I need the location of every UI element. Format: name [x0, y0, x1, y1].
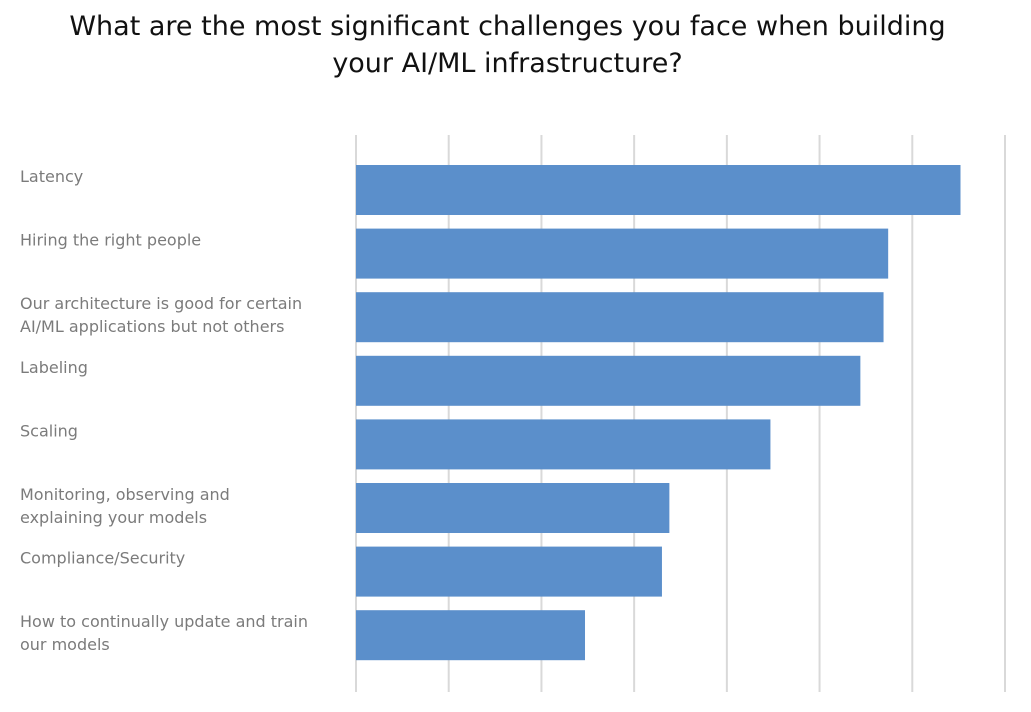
category-labels: Latency Hiring the right people Our archit… — [20, 167, 308, 654]
category-label: explaining your models — [20, 508, 207, 527]
category-label: Labeling — [20, 358, 88, 377]
bar — [356, 165, 961, 215]
bar — [356, 355, 861, 406]
bar — [356, 292, 884, 343]
bar — [356, 546, 662, 597]
category-label: Latency — [20, 167, 83, 186]
category-label: Our architecture is good for certain — [20, 294, 302, 313]
category-label: AI/ML applications but not others — [20, 317, 284, 336]
chart-title: What are the most significant challenges… — [69, 11, 946, 79]
bar — [356, 228, 889, 279]
grid-lines — [355, 135, 1006, 692]
bar — [356, 419, 771, 470]
category-label: Monitoring, observing and — [20, 485, 230, 504]
category-label: Hiring the right people — [20, 231, 201, 250]
bar — [356, 610, 586, 661]
category-label: How to continually update and train — [20, 612, 308, 631]
bar — [356, 483, 670, 533]
bars — [356, 165, 961, 661]
category-label: our models — [20, 635, 110, 654]
category-label: Scaling — [20, 421, 78, 440]
category-label: Compliance/Security — [20, 549, 185, 568]
